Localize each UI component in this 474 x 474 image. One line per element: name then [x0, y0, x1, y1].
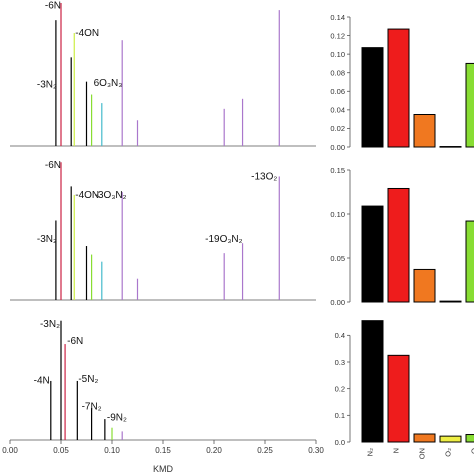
peak-label: -4N	[34, 375, 50, 386]
y-tick-label: 0.06	[330, 87, 345, 96]
y-tick-label: 0.04	[330, 106, 345, 115]
fraction-bar	[413, 114, 436, 148]
peak-label: -3O₃N₂	[95, 190, 127, 201]
y-tick-label: 0.00	[330, 298, 345, 307]
peak-label: -3N₂	[37, 234, 57, 245]
x-tick-label: 0.05	[53, 446, 69, 455]
fraction-bar-chart-middle: 0.00 0.05 0.10 0.15	[330, 166, 474, 307]
fraction-bar	[361, 320, 384, 443]
x-tick-label: 0.15	[155, 446, 171, 455]
peak-label: -6N	[67, 336, 83, 347]
x-tick-label: 0.25	[257, 446, 273, 455]
peak-label: -3N₂	[37, 79, 57, 90]
fraction-bar	[465, 434, 474, 443]
category-label: ON	[418, 448, 427, 459]
x-tick-label: 0.00	[2, 446, 18, 455]
y-tick-label: 0.3	[335, 358, 345, 367]
x-tick-label: 0.20	[206, 446, 222, 455]
fraction-bar	[439, 146, 462, 148]
fraction-bar	[465, 62, 474, 148]
peak-label: -4ON	[75, 190, 99, 201]
peak-label: -4ON	[75, 28, 99, 39]
peak-label: -3N₂	[40, 319, 60, 330]
kmd-axis-label: KMD	[153, 464, 174, 474]
fraction-bar	[413, 433, 436, 443]
peak-label: 6O₃N₃	[94, 78, 123, 89]
peak-label: -6N	[45, 1, 61, 12]
peak-label: -9N₂	[107, 412, 127, 423]
y-tick-label: 0.14	[330, 13, 345, 22]
kmd-spectrum-bottom: -3N₂ -6N -4N -5N₂ -7N₂ -9N₂ 0.00 0.05 0.10 0.15 0.…	[2, 319, 324, 455]
fraction-bar	[439, 300, 462, 303]
kmd-spectrum-middle: -6N -4ON-3O₃N₂ -3N₂ -13O₂ -19O₃N₂	[10, 160, 316, 301]
category-label: O₂	[444, 448, 453, 457]
fraction-bar	[439, 435, 462, 443]
fraction-bar	[413, 268, 436, 303]
x-tick-label: 0.10	[104, 446, 120, 455]
y-tick-label: 0.0	[335, 438, 345, 447]
x-tick-label: 0.30	[308, 446, 324, 455]
peak-label: -5N₂	[78, 374, 98, 385]
y-tick-label: 0.10	[330, 210, 345, 219]
fraction-bar	[387, 28, 410, 148]
y-tick-label: 0.15	[330, 166, 345, 175]
fraction-bar-chart-top: 0.00 0.02 0.04 0.06 0.08 0.10 0.12 0.14	[330, 13, 474, 152]
fraction-bar	[361, 47, 384, 148]
fraction-bar	[361, 205, 384, 303]
peak-label: -7N₂	[82, 401, 102, 412]
fraction-bar-chart-bottom: 0.0 0.1 0.2 0.3 0.4 N₂ N ON O₂ O	[335, 320, 474, 459]
fraction-bar	[387, 187, 410, 303]
fraction-bar	[465, 220, 474, 303]
y-tick-label: 0.4	[335, 331, 345, 340]
fraction-bar	[387, 354, 410, 443]
y-tick-label: 0.05	[330, 254, 345, 263]
peak-label: -13O₂	[251, 171, 277, 182]
y-tick-label: 0.1	[335, 411, 345, 420]
y-tick-label: 0.00	[330, 143, 345, 152]
kmd-spectrum-top: -6N -4ON -3N₂ 6O₃N₃	[10, 1, 316, 147]
peak-label: -6N	[45, 160, 61, 171]
category-label: N₂	[366, 448, 375, 456]
category-label: N	[392, 448, 401, 453]
y-tick-label: 0.02	[330, 124, 345, 133]
y-tick-label: 0.10	[330, 50, 345, 59]
y-tick-label: 0.12	[330, 31, 345, 40]
category-label: O	[470, 448, 474, 454]
y-tick-label: 0.2	[335, 384, 345, 393]
peak-label: -19O₃N₂	[205, 234, 243, 245]
y-tick-label: 0.08	[330, 69, 345, 78]
